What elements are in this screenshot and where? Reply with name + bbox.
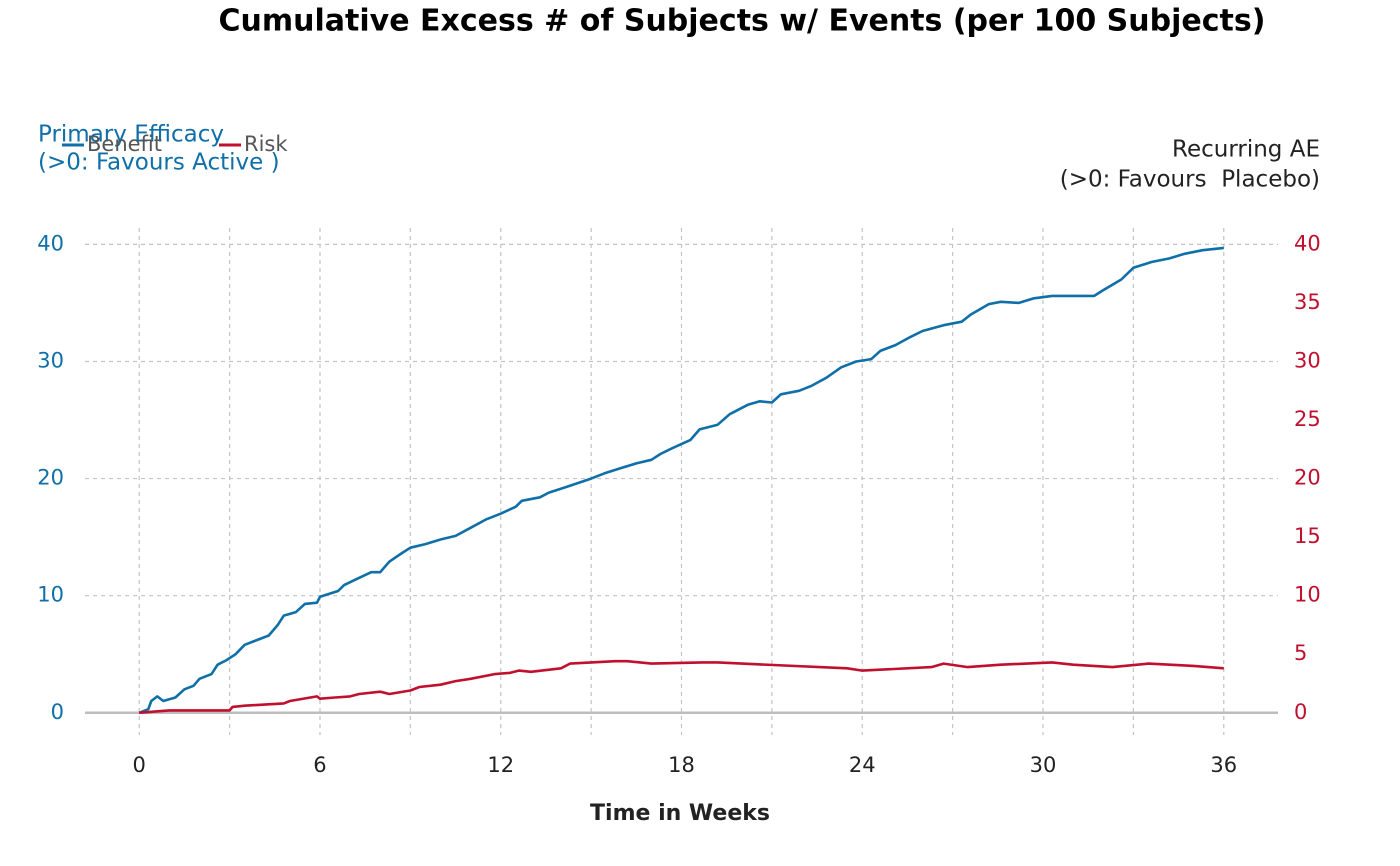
legend-label: Benefit — [87, 132, 162, 156]
chart-title: Cumulative Excess # of Subjects w/ Event… — [219, 4, 1266, 39]
y2-tick-label: 40 — [1294, 231, 1321, 255]
x-tick-label: 36 — [1210, 753, 1237, 777]
left-annotation: (>0: Favours Active ) — [38, 150, 280, 176]
x-tick-label: 0 — [133, 753, 146, 777]
y2-tick-label: 20 — [1294, 466, 1321, 490]
x-tick-label: 24 — [849, 753, 876, 777]
left-annotation: Primary Efficacy — [38, 122, 224, 148]
y2-tick-label: 5 — [1294, 641, 1307, 665]
y2-tick-label: 0 — [1294, 700, 1307, 724]
y-tick-label: 40 — [37, 231, 64, 255]
y2-tick-label: 35 — [1294, 290, 1321, 314]
y2-tick-label: 30 — [1294, 348, 1321, 372]
y2-tick-label: 15 — [1294, 524, 1321, 548]
y-tick-label: 30 — [37, 348, 64, 372]
y2-tick-label: 25 — [1294, 407, 1321, 431]
right-annotation: Recurring AE — [1172, 137, 1320, 163]
right-annotation: (>0: Favours Placebo) — [1060, 167, 1320, 193]
y-tick-label: 20 — [37, 466, 64, 490]
y2-tick-label: 10 — [1294, 583, 1321, 607]
legend-label: Risk — [244, 132, 288, 156]
x-tick-label: 12 — [487, 753, 514, 777]
x-tick-label: 30 — [1030, 753, 1057, 777]
y-tick-label: 10 — [37, 583, 64, 607]
x-axis-label: Time in Weeks — [590, 801, 770, 826]
series-line — [138, 246, 1224, 715]
y-tick-label: 0 — [51, 700, 64, 724]
x-tick-label: 6 — [313, 753, 326, 777]
x-tick-label: 18 — [668, 753, 695, 777]
series-line — [139, 659, 1224, 715]
